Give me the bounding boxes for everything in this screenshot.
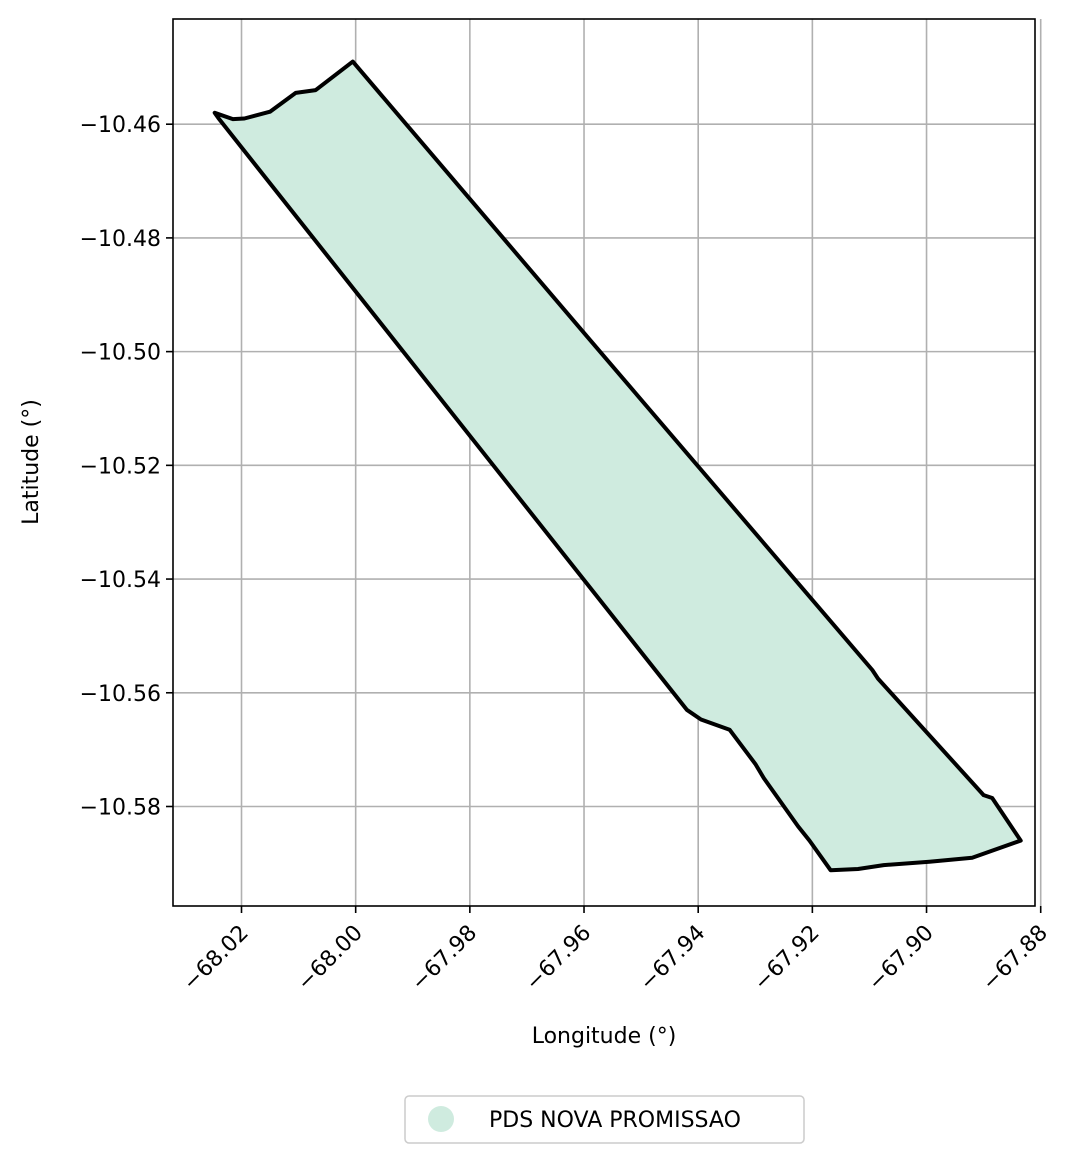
- plot-frame: [172, 18, 1036, 907]
- y-tick-label: −10.48: [80, 227, 161, 252]
- y-axis-label: Latitude (°): [19, 399, 44, 525]
- y-tick-label: −10.56: [80, 682, 161, 707]
- legend-marker: [428, 1106, 454, 1132]
- x-tick-label: −67.96: [521, 921, 596, 996]
- x-tick-label: −68.00: [293, 921, 368, 996]
- legend: PDS NOVA PROMISSAO: [404, 1095, 805, 1144]
- y-tick-label: −10.58: [80, 795, 161, 820]
- x-axis-label: Longitude (°): [532, 1024, 677, 1049]
- y-tick-label: −10.50: [80, 341, 161, 366]
- x-tick-label: −67.98: [407, 921, 482, 996]
- x-tick-label: −67.90: [864, 921, 939, 996]
- y-tick-label: −10.46: [80, 113, 161, 138]
- x-tick-label: −67.94: [635, 921, 710, 996]
- x-tick-label: −67.88: [978, 921, 1053, 996]
- y-tick-label: −10.52: [80, 454, 161, 479]
- x-tick-label: −67.92: [749, 921, 824, 996]
- legend-frame: [404, 1095, 805, 1144]
- x-tick-label: −68.02: [178, 921, 253, 996]
- settlement-polygon: [212, 59, 1023, 873]
- map-shape-layer: [212, 59, 1023, 873]
- y-tick-label: −10.54: [80, 568, 161, 593]
- legend-label: PDS NOVA PROMISSAO: [489, 1108, 741, 1133]
